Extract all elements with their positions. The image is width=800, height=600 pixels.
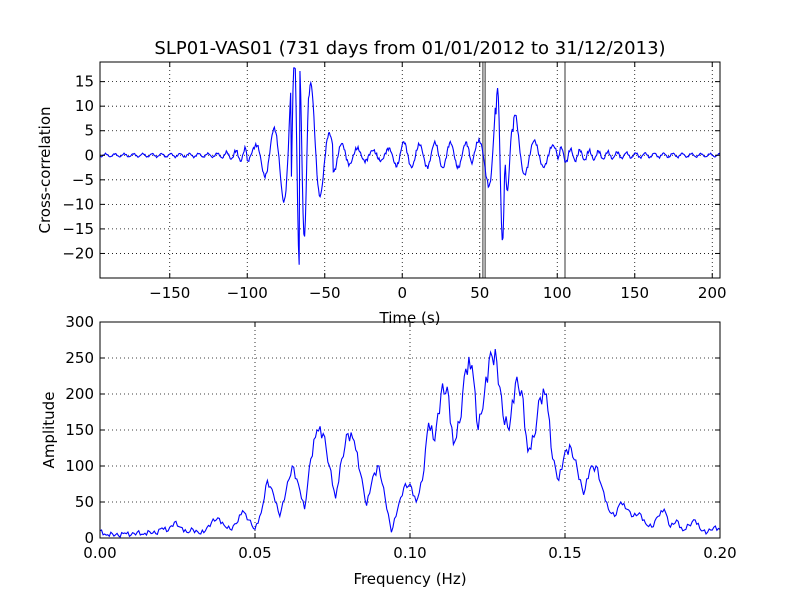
x-tick-label: 0.20 bbox=[703, 544, 736, 562]
y-tick-label: 10 bbox=[75, 97, 94, 115]
x-tick-label: −50 bbox=[309, 284, 341, 302]
x-tick-label: 0 bbox=[397, 284, 407, 302]
y-tick-label: −10 bbox=[62, 195, 94, 213]
x-tick-label: −150 bbox=[149, 284, 190, 302]
cross-correlation-panel: SLP01-VAS01 (731 days from 01/01/2012 to… bbox=[36, 38, 727, 327]
cross-correlation-grid bbox=[100, 62, 720, 278]
y-tick-label: 150 bbox=[65, 421, 94, 439]
cross-correlation-marks bbox=[99, 62, 721, 278]
x-tick-label: 50 bbox=[470, 284, 489, 302]
y-tick-label: −15 bbox=[62, 220, 94, 238]
y-tick-label: 200 bbox=[65, 385, 94, 403]
amplitude-spectrum-series-line bbox=[99, 349, 721, 538]
y-tick-label: −5 bbox=[72, 171, 94, 189]
y-axis-label-amplitude: Amplitude bbox=[40, 392, 58, 469]
y-tick-label: 0 bbox=[84, 529, 94, 547]
y-tick-label: 50 bbox=[75, 493, 94, 511]
cross-correlation-series-line bbox=[99, 67, 721, 265]
x-tick-label: 0.10 bbox=[393, 544, 426, 562]
amplitude-spectrum-axes-frame bbox=[99, 321, 721, 539]
y-axis-label-cross-correlation: Cross-correlation bbox=[36, 106, 54, 233]
y-tick-label: 250 bbox=[65, 349, 94, 367]
x-tick-label: 0.15 bbox=[548, 544, 581, 562]
amplitude-spectrum-panel: 0.00 0.05 0.10 0.15 0.20 0 50 100 150 200 250 300 F… bbox=[40, 313, 737, 588]
x-tick-label: 100 bbox=[543, 284, 572, 302]
y-tick-label: −20 bbox=[62, 244, 94, 262]
x-axis-label-frequency: Frequency (Hz) bbox=[353, 570, 466, 588]
x-tick-label: 200 bbox=[698, 284, 727, 302]
y-tick-label: 15 bbox=[75, 73, 94, 91]
y-tick-label: 100 bbox=[65, 457, 94, 475]
cross-correlation-axes-frame bbox=[99, 61, 721, 279]
x-tick-label: 0.00 bbox=[83, 544, 116, 562]
y-tick-label: 300 bbox=[65, 313, 94, 331]
y-tick-label: 0 bbox=[84, 146, 94, 164]
amplitude-spectrum-ticks: 0.00 0.05 0.10 0.15 0.20 0 50 100 150 200 250 300 bbox=[65, 313, 736, 562]
x-tick-label: 150 bbox=[620, 284, 649, 302]
amplitude-spectrum-marks bbox=[99, 349, 721, 538]
x-tick-label: 0.05 bbox=[238, 544, 271, 562]
y-tick-label: 5 bbox=[84, 122, 94, 140]
x-tick-label: −100 bbox=[227, 284, 268, 302]
chart-title: SLP01-VAS01 (731 days from 01/01/2012 to… bbox=[154, 38, 665, 59]
